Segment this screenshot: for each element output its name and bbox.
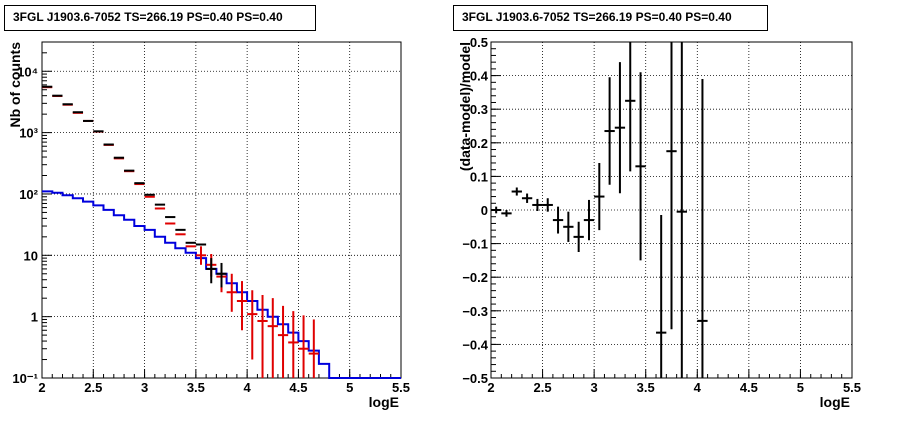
y-tick-label: −0.5 xyxy=(462,371,488,386)
x-tick-label: 3.5 xyxy=(187,380,205,395)
x-axis-label: logE xyxy=(369,394,399,410)
y-axis-label: Nb of counts xyxy=(7,42,23,128)
chart-title-left: 3FGL J1903.6-7052 TS=266.19 PS=0.40 PS=0… xyxy=(4,5,316,31)
x-tick-label: 3 xyxy=(591,380,598,395)
x-tick-label: 5 xyxy=(346,380,353,395)
x-tick-label: 4 xyxy=(244,380,252,395)
chart-title-right: 3FGL J1903.6-7052 TS=266.19 PS=0.40 PS=0… xyxy=(453,5,768,31)
y-tick-label: 10² xyxy=(19,187,38,202)
x-tick-label: 4.5 xyxy=(289,380,307,395)
x-tick-label: 3.5 xyxy=(637,380,655,395)
plot-frame xyxy=(41,41,402,379)
y-tick-label: 0.3 xyxy=(470,102,488,117)
x-tick-label: 5.5 xyxy=(392,380,410,395)
x-tick-label: 2.5 xyxy=(534,380,552,395)
x-axis-label: logE xyxy=(820,394,850,410)
y-tick-label: 10⁴ xyxy=(17,64,38,79)
y-axis-label: (data-model)/model xyxy=(457,42,473,171)
y-tick-label: 1 xyxy=(31,310,38,325)
y-tick-label: −0.1 xyxy=(462,237,488,252)
x-tick-label: 4.5 xyxy=(740,380,758,395)
y-tick-label: −0.2 xyxy=(462,270,488,285)
x-tick-label: 3 xyxy=(141,380,148,395)
x-tick-label: 4 xyxy=(694,380,702,395)
y-tick-label: 0.2 xyxy=(470,136,488,151)
y-tick-label: 0 xyxy=(481,203,488,218)
y-tick-label: 0.1 xyxy=(470,169,488,184)
y-tick-label: 10⁻¹ xyxy=(12,371,38,386)
y-tick-label: 0.5 xyxy=(470,35,488,50)
x-tick-label: 5 xyxy=(797,380,804,395)
y-tick-label: 10 xyxy=(24,248,38,263)
x-tick-label: 2.5 xyxy=(84,380,102,395)
y-tick-label: −0.3 xyxy=(462,304,488,319)
y-tick-label: 0.4 xyxy=(470,69,489,84)
x-tick-label: 5.5 xyxy=(843,380,861,395)
y-tick-label: 10³ xyxy=(19,126,38,141)
y-tick-label: −0.4 xyxy=(462,337,488,352)
x-tick-label: 2 xyxy=(487,380,494,395)
x-tick-label: 2 xyxy=(38,380,45,395)
